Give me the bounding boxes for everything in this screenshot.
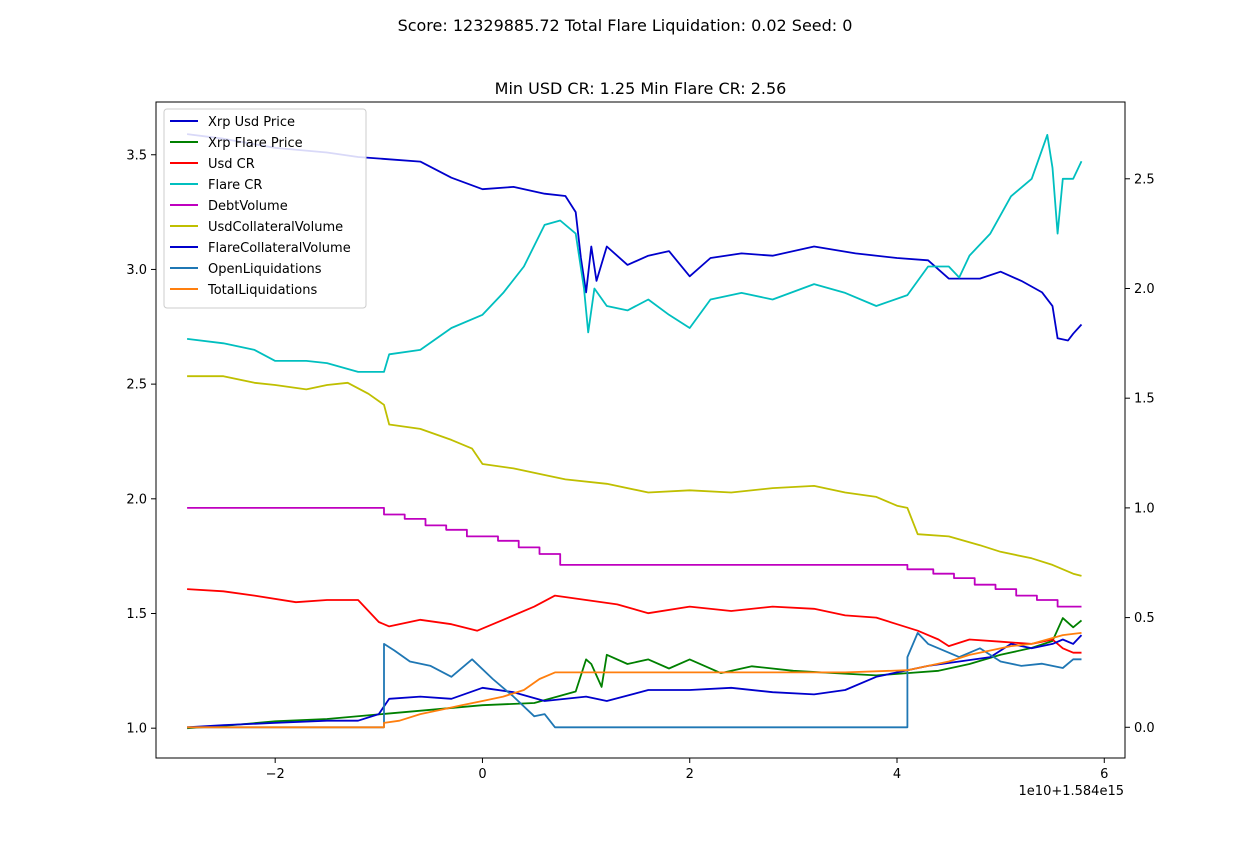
- y-left-tick-label: 2.5: [126, 378, 147, 393]
- x-tick-label: −2: [266, 767, 285, 782]
- series-line-flarecollateralvolume: [187, 634, 1083, 729]
- legend-label: FlareCollateralVolume: [208, 241, 351, 256]
- series-line-usdcollateralvolume: [187, 375, 1082, 577]
- series-group: [186, 133, 1083, 730]
- legend-label: Xrp Usd Price: [208, 115, 295, 130]
- plot-area: [186, 133, 1083, 730]
- legend-box: [163, 108, 367, 309]
- axes: −2 0 2 4 6 1.0 1.5 2.0 2.5 3.0 3.5 0.0 0.5 1.0 1.5 2.0 2…: [126, 101, 1155, 782]
- y-right-tick-label: 0.0: [1134, 721, 1155, 736]
- series-line-openliquidations: [187, 632, 1082, 729]
- y-right-tick-label: 0.5: [1134, 611, 1155, 626]
- legend: Xrp Usd Price Xrp Flare Price Usd CR Flare …: [163, 108, 367, 309]
- y-right-tick-label: 2.0: [1134, 282, 1155, 297]
- chart-title: Min USD CR: 1.25 Min Flare CR: 2.56: [495, 79, 787, 98]
- y-left-tick-label: 3.0: [126, 263, 147, 278]
- legend-label: TotalLiquidations: [207, 283, 317, 298]
- x-tick-label: 0: [478, 767, 486, 782]
- y-right-tick-label: 1.0: [1134, 501, 1155, 516]
- y-left-tick-label: 1.5: [126, 607, 147, 622]
- legend-label: Flare CR: [208, 178, 262, 193]
- series-line-xrp-usd-price: [186, 133, 1083, 342]
- series-line-flare-cr: [186, 134, 1083, 373]
- y-left-tick-label: 1.0: [126, 722, 147, 737]
- legend-label: Usd CR: [208, 157, 255, 172]
- figure-suptitle: Score: 12329885.72 Total Flare Liquidati…: [398, 16, 853, 35]
- x-offset-label: 1e10+1.584e15: [1019, 784, 1124, 799]
- legend-label: UsdCollateralVolume: [208, 220, 343, 235]
- y-left-tick-label: 3.5: [126, 148, 147, 163]
- y-right-tick-label: 1.5: [1134, 392, 1155, 407]
- x-tick-label: 4: [893, 767, 901, 782]
- series-line-totalliquidations: [187, 632, 1082, 729]
- series-line-usd-cr: [187, 588, 1082, 654]
- x-tick-label: 2: [686, 767, 694, 782]
- legend-label: DebtVolume: [208, 199, 288, 214]
- y-right-tick-label: 2.5: [1134, 172, 1155, 187]
- y-left-tick-label: 2.0: [126, 492, 147, 507]
- x-tick-label: 6: [1100, 767, 1108, 782]
- legend-label: OpenLiquidations: [208, 262, 322, 277]
- legend-label: Xrp Flare Price: [208, 136, 303, 151]
- plot-frame: [155, 101, 1126, 759]
- series-line-xrp-flare-price: [187, 617, 1083, 730]
- series-line-debtvolume: [187, 507, 1082, 608]
